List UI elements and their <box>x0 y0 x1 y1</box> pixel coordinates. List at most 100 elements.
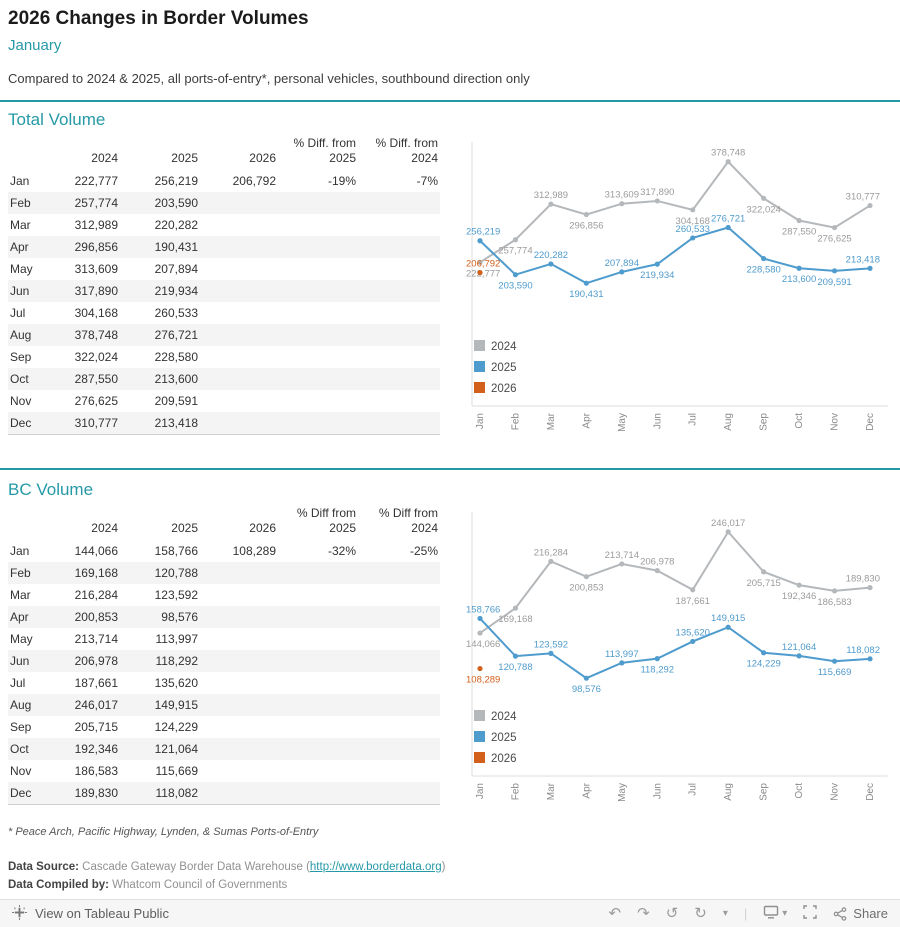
data-point-2024[interactable] <box>654 568 660 574</box>
legend-swatch-2025[interactable] <box>474 361 485 372</box>
data-point-2024[interactable] <box>690 587 696 593</box>
data-point-2024[interactable] <box>583 574 589 580</box>
data-point-2025[interactable] <box>548 261 554 267</box>
table-row-aug[interactable]: Aug 378,748 276,721 <box>8 324 440 346</box>
share-button[interactable]: Share <box>833 906 888 921</box>
data-point-2025[interactable] <box>690 235 696 241</box>
x-axis-label: Feb <box>510 413 521 431</box>
table-row-jan[interactable]: Jan 222,777 256,219 206,792 -19% -7% <box>8 170 440 192</box>
total-volume-chart[interactable]: Jan Feb Mar Apr May Jun Jul Aug Sep Oct Nov Dec 222,… <box>456 134 896 446</box>
data-point-2025[interactable] <box>654 261 660 267</box>
table-row-dec[interactable]: Dec 310,777 213,418 <box>8 412 440 435</box>
data-point-2024[interactable] <box>831 588 838 594</box>
data-point-2024[interactable] <box>548 201 554 207</box>
data-point-2025[interactable] <box>583 675 589 681</box>
table-row-jul[interactable]: Jul 187,661 135,620 <box>8 672 440 694</box>
table-row-sep[interactable]: Sep 322,024 228,580 <box>8 346 440 368</box>
table-row-aug[interactable]: Aug 246,017 149,915 <box>8 694 440 716</box>
data-point-2024[interactable] <box>512 237 519 243</box>
data-point-2025[interactable] <box>761 255 767 262</box>
table-row-oct[interactable]: Oct 287,550 213,600 <box>8 368 440 390</box>
data-point-2025[interactable] <box>725 224 731 231</box>
data-point-2025[interactable] <box>583 280 589 286</box>
table-row-oct[interactable]: Oct 192,346 121,064 <box>8 738 440 760</box>
data-point-2025[interactable] <box>477 238 483 244</box>
data-point-2025[interactable] <box>654 656 660 662</box>
data-point-2024[interactable] <box>725 159 731 165</box>
data-point-2024[interactable] <box>512 605 519 611</box>
data-point-2025[interactable] <box>831 268 838 274</box>
data-point-2024[interactable] <box>477 630 483 636</box>
table-row-may[interactable]: May 313,609 207,894 <box>8 258 440 280</box>
data-point-2025[interactable] <box>725 624 731 630</box>
row-label: Apr <box>10 610 29 624</box>
row-label: Nov <box>10 764 32 778</box>
replay-icon[interactable]: ↺ <box>665 905 679 922</box>
table-row-jul[interactable]: Jul 304,168 260,533 <box>8 302 440 324</box>
refresh-icon[interactable]: ↻ <box>694 905 707 922</box>
fullscreen-icon[interactable] <box>803 905 817 922</box>
data-point-2024[interactable] <box>761 569 767 575</box>
data-point-2025[interactable] <box>512 653 519 659</box>
data-point-2024[interactable] <box>583 211 589 218</box>
data-point-2025[interactable] <box>761 650 767 656</box>
data-point-2025[interactable] <box>867 265 873 271</box>
data-point-2025[interactable] <box>619 269 625 275</box>
data-point-2025[interactable] <box>619 660 625 666</box>
data-point-2025[interactable] <box>690 638 696 645</box>
table-row-jun[interactable]: Jun 317,890 219,934 <box>8 280 440 302</box>
data-point-2024[interactable] <box>761 195 767 201</box>
view-on-tableau-public-button[interactable]: View on Tableau Public <box>12 904 169 923</box>
data-point-2024[interactable] <box>690 207 696 213</box>
row-label: Jan <box>10 544 30 558</box>
data-point-2024[interactable] <box>477 259 483 265</box>
data-point-2025[interactable] <box>548 650 554 656</box>
data-point-2024[interactable] <box>796 582 802 588</box>
data-point-2024[interactable] <box>867 202 873 209</box>
table-row-feb[interactable]: Feb 169,168 120,788 <box>8 562 440 584</box>
table-row-sep[interactable]: Sep 205,715 124,229 <box>8 716 440 738</box>
table-row-jun[interactable]: Jun 206,978 118,292 <box>8 650 440 672</box>
table-row-mar[interactable]: Mar 312,989 220,282 <box>8 214 440 236</box>
table-row-feb[interactable]: Feb 257,774 203,590 <box>8 192 440 214</box>
table-row-jan[interactable]: Jan 144,066 158,766 108,289 -32% -25% <box>8 540 440 562</box>
table-row-nov[interactable]: Nov 186,583 115,669 <box>8 760 440 782</box>
data-point-2025[interactable] <box>831 658 838 664</box>
data-point-2024[interactable] <box>796 217 802 224</box>
cell: 256,219 <box>154 174 198 188</box>
table-row-apr[interactable]: Apr 200,853 98,576 <box>8 606 440 628</box>
bc-volume-chart[interactable]: Jan Feb Mar Apr May Jun Jul Aug Sep Oct Nov Dec 144,… <box>456 504 896 816</box>
data-point-2024[interactable] <box>619 201 625 207</box>
legend-swatch-2026[interactable] <box>474 382 485 393</box>
data-point-2025[interactable] <box>796 265 802 271</box>
legend-swatch-2024[interactable] <box>474 340 485 351</box>
undo-icon[interactable]: ↶ <box>608 905 622 922</box>
table-row-dec[interactable]: Dec 189,830 118,082 <box>8 782 440 805</box>
data-point-2025[interactable] <box>796 653 802 659</box>
data-point-2024[interactable] <box>831 224 838 231</box>
data-point-2024[interactable] <box>654 198 660 204</box>
table-row-mar[interactable]: Mar 216,284 123,592 <box>8 584 440 606</box>
display-options-button[interactable]: ▾ <box>763 905 787 922</box>
row-label: Jun <box>10 284 30 298</box>
data-point-2026[interactable] <box>477 270 483 276</box>
table-row-nov[interactable]: Nov 276,625 209,591 <box>8 390 440 412</box>
legend-swatch-2026[interactable] <box>474 752 485 763</box>
data-point-2024[interactable] <box>548 558 554 564</box>
data-point-2025[interactable] <box>867 656 873 662</box>
table-row-apr[interactable]: Apr 296,856 190,431 <box>8 236 440 258</box>
legend-swatch-2025[interactable] <box>474 731 485 742</box>
data-point-2026[interactable] <box>477 665 483 672</box>
data-point-2025[interactable] <box>512 272 519 278</box>
legend-swatch-2024[interactable] <box>474 710 485 721</box>
table-row-may[interactable]: May 213,714 113,997 <box>8 628 440 650</box>
data-point-2024[interactable] <box>867 585 873 591</box>
redo-icon[interactable]: ↷ <box>637 905 650 922</box>
data-source-link[interactable]: http://www.borderdata.org <box>309 861 442 873</box>
cell: 158,766 <box>154 544 198 558</box>
data-point-2024[interactable] <box>725 529 731 535</box>
data-point-2024[interactable] <box>619 561 625 567</box>
x-axis-label: Aug <box>723 783 734 801</box>
more-options-caret-icon[interactable]: ▾ <box>722 908 728 919</box>
data-point-2025[interactable] <box>477 615 483 622</box>
